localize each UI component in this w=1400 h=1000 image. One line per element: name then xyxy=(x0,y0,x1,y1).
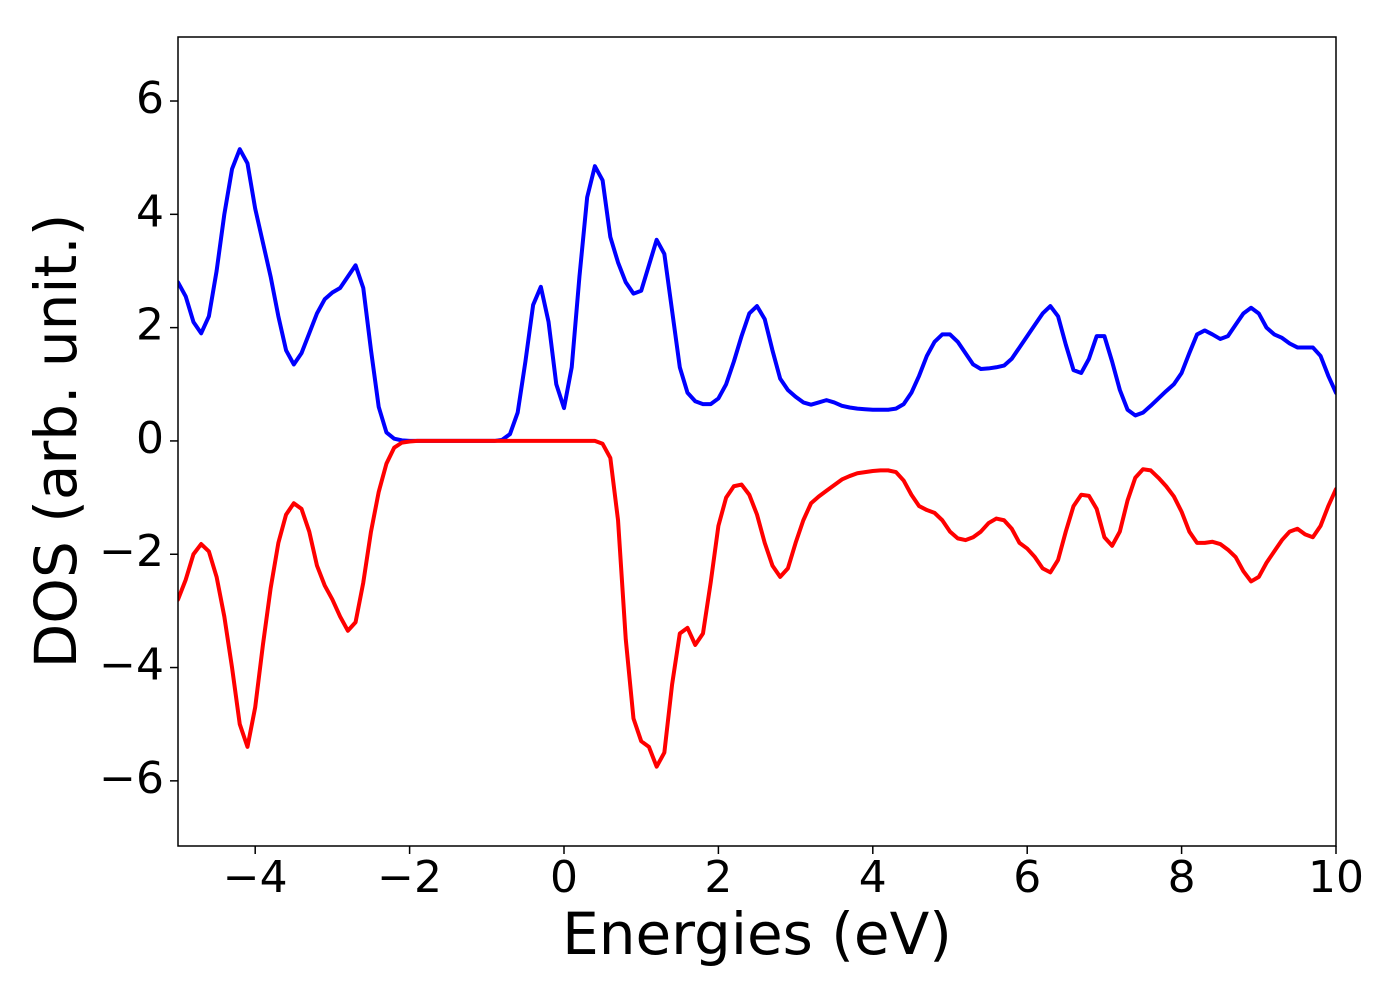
x-tick-label: 2 xyxy=(704,852,732,903)
x-tick-label: −2 xyxy=(377,852,442,903)
y-tick-label: −4 xyxy=(99,640,164,691)
plot-lines xyxy=(178,147,1336,769)
x-tick-label: 6 xyxy=(1013,852,1041,903)
y-axis-label: DOS (arb. unit.) xyxy=(22,214,90,669)
x-tick-label: 4 xyxy=(859,852,887,903)
x-axis-label: Energies (eV) xyxy=(562,900,952,968)
y-tick-label: −6 xyxy=(99,753,164,804)
series-line xyxy=(178,147,1336,443)
y-tick-label: 2 xyxy=(136,300,164,351)
y-tick-label: −2 xyxy=(99,526,164,577)
x-tick-label: 10 xyxy=(1308,852,1364,903)
x-tick-label: 8 xyxy=(1168,852,1196,903)
y-tick-label: 6 xyxy=(136,73,164,124)
series-line xyxy=(178,438,1336,769)
x-tick-label: 0 xyxy=(550,852,578,903)
x-tick-label: −4 xyxy=(223,852,288,903)
y-tick-label: 0 xyxy=(136,413,164,464)
y-tick-label: 4 xyxy=(136,186,164,237)
